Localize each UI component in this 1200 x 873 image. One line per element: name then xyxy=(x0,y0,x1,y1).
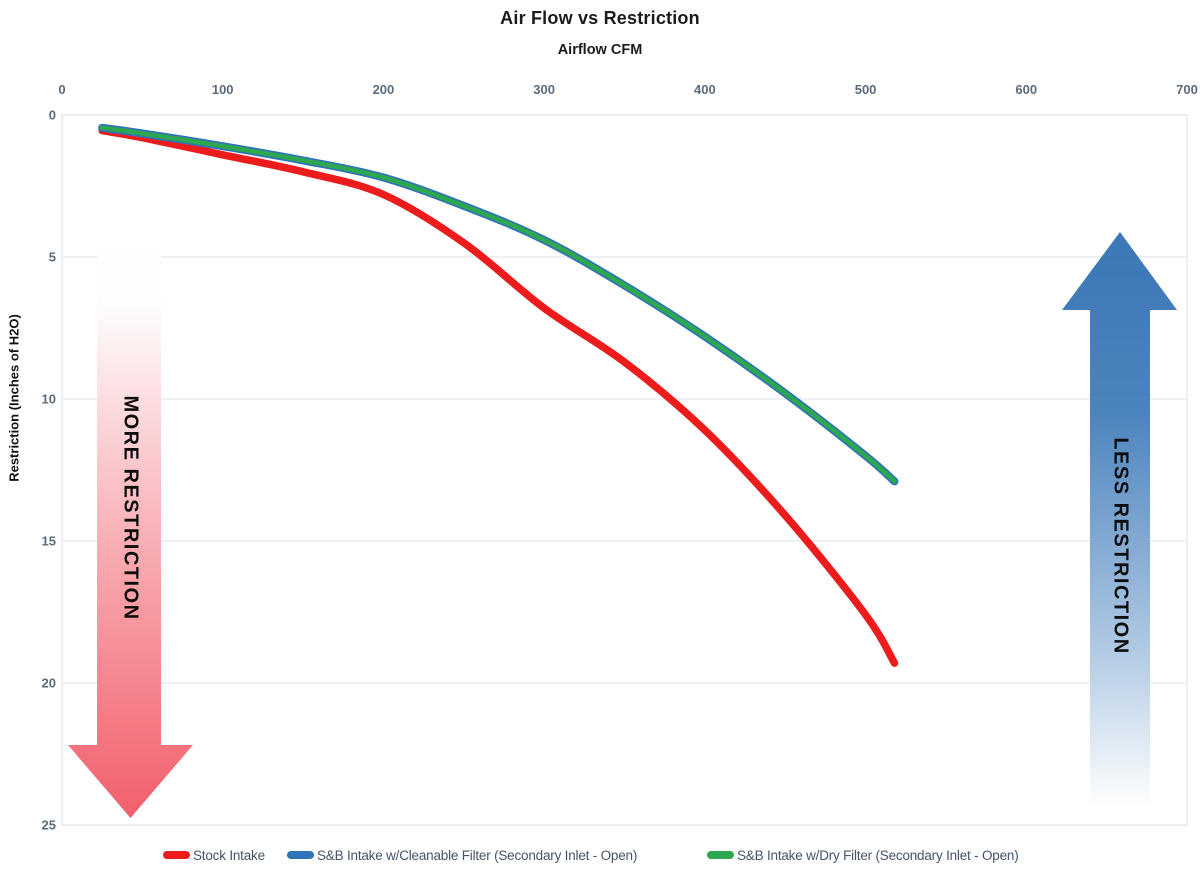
legend-label: S&B Intake w/Cleanable Filter (Secondary… xyxy=(317,847,638,863)
more-restriction-arrow xyxy=(68,233,193,818)
y-tick-label: 15 xyxy=(41,533,56,549)
horizontal-gridlines xyxy=(62,114,1187,826)
cleanable-filter-marker-icon xyxy=(287,851,314,859)
y-tick-label: 0 xyxy=(48,107,56,123)
y-tick-label: 10 xyxy=(41,391,56,407)
stock-intake-marker-icon xyxy=(163,851,190,859)
series-curve-1 xyxy=(98,123,899,486)
series-curve-2 xyxy=(99,125,897,484)
x-tick-label: 400 xyxy=(693,82,716,97)
dry-filter-marker-icon xyxy=(707,851,734,859)
legend-label: Stock Intake xyxy=(193,847,265,863)
y-tick-label: 25 xyxy=(41,817,56,833)
x-tick-label: 600 xyxy=(1015,82,1038,97)
x-tick-label: 500 xyxy=(854,82,877,97)
legend-label: S&B Intake w/Dry Filter (Secondary Inlet… xyxy=(737,847,1019,863)
x-axis-title: Airflow CFM xyxy=(557,42,643,58)
y-tick-label: 5 xyxy=(48,249,56,265)
x-tick-label: 300 xyxy=(533,82,555,97)
x-tick-label: 0 xyxy=(58,82,66,97)
y-tick-label: 20 xyxy=(41,675,56,691)
less-restriction-arrow xyxy=(1062,232,1177,806)
data-series-curves xyxy=(98,123,899,667)
x-tick-label: 200 xyxy=(372,82,395,97)
chart-title: Air Flow vs Restriction xyxy=(500,8,700,28)
series-curve-0 xyxy=(98,126,899,667)
x-tick-label: 100 xyxy=(211,82,234,97)
legend-item-cleanable-filter: S&B Intake w/Cleanable Filter (Secondary… xyxy=(287,845,637,865)
x-tick-label: 700 xyxy=(1176,82,1198,97)
legend-item-dry-filter: S&B Intake w/Dry Filter (Secondary Inlet… xyxy=(707,845,1019,865)
legend-item-stock-intake: Stock Intake xyxy=(163,845,265,865)
more-restriction-label: MORE RESTRICTION xyxy=(119,395,142,621)
plot-border xyxy=(61,114,1188,826)
less-restriction-label: LESS RESTRICTION xyxy=(1109,437,1132,655)
